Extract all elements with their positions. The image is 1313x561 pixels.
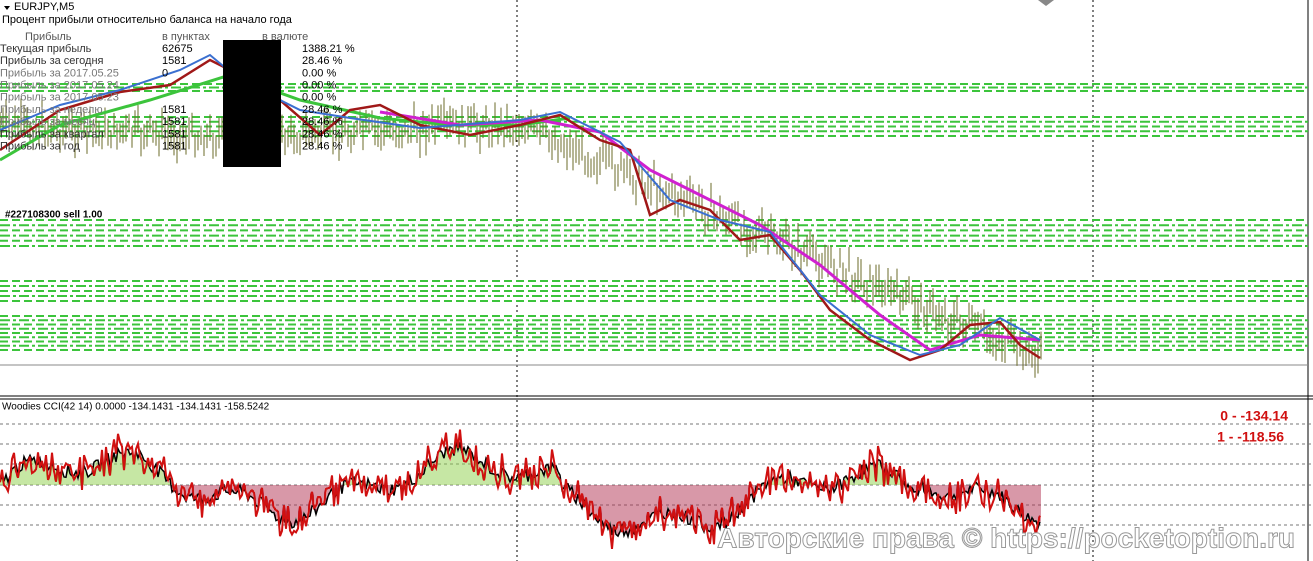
mid-ma [0, 53, 1041, 357]
row-label: Прибыль за квартал [0, 128, 104, 140]
row-currency: 0.00 % [302, 80, 336, 92]
symbol-arrow [4, 6, 10, 10]
row-label: Прибыль за месяц [0, 116, 96, 128]
readout: 1 - -118.56 [1217, 429, 1284, 445]
row-label: Прибыль за год [0, 141, 80, 153]
watermark: Авторские права © https://pocketoption.r… [717, 522, 1295, 553]
row-label: Прибыль за 2017.05.25 [0, 67, 119, 79]
column-header: в пунктах [162, 31, 210, 43]
row-currency: 0.00 % [302, 92, 336, 104]
order-label: #227108300 sell 1.00 [5, 210, 103, 221]
row-label: Текущая прибыль [0, 43, 92, 55]
subtitle: Процент прибыли относительно баланса на … [2, 14, 293, 26]
column-header: Прибыль [25, 31, 72, 43]
slow-ma [0, 73, 571, 162]
row-points: 1581 [162, 141, 186, 153]
indicator-title: Woodies CCI(42 14) 0.0000 -134.1431 -134… [2, 402, 270, 413]
redaction [223, 40, 281, 167]
column-header: в валюте [262, 31, 308, 43]
row-label: Прибыль за 2017.05.24 [0, 80, 119, 92]
row-label: Прибыль за неделю [0, 104, 103, 116]
row-currency: 1388.21 % [302, 43, 355, 55]
trend-ma [379, 110, 1041, 352]
readout: 0 - -134.14 [1220, 408, 1288, 424]
turbo-cci-line [0, 429, 1041, 550]
row-currency: 28.46 % [302, 116, 343, 128]
scroll-marker [1038, 0, 1054, 6]
row-points: 1581 [162, 104, 186, 116]
row-points: 62675 [162, 43, 193, 55]
row-points: 1581 [162, 55, 186, 67]
row-currency: 0.00 % [302, 67, 336, 79]
symbol: EURJPY,M5 [14, 1, 74, 13]
row-points: 1581 [162, 128, 186, 140]
row-currency: 28.46 % [302, 104, 343, 116]
row-label: Прибыль за 2017.05.23 [0, 92, 119, 104]
row-currency: 28.46 % [302, 141, 343, 153]
row-currency: 28.46 % [302, 128, 343, 140]
row-points: 0 [162, 67, 168, 79]
row-points: 1581 [162, 116, 186, 128]
row-currency: 28.46 % [302, 55, 343, 67]
row-label: Прибыль за сегодня [0, 55, 104, 67]
